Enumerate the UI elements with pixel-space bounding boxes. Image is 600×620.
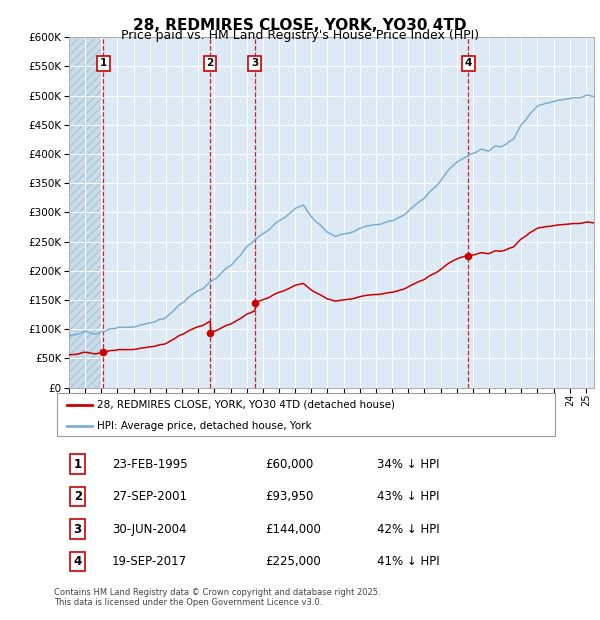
Text: Contains HM Land Registry data © Crown copyright and database right 2025.: Contains HM Land Registry data © Crown c… (54, 588, 380, 597)
Text: 34% ↓ HPI: 34% ↓ HPI (377, 458, 439, 471)
Text: 42% ↓ HPI: 42% ↓ HPI (377, 523, 439, 536)
Text: 2: 2 (206, 58, 214, 68)
Text: £225,000: £225,000 (266, 555, 322, 568)
Text: 30-JUN-2004: 30-JUN-2004 (112, 523, 187, 536)
Text: 43% ↓ HPI: 43% ↓ HPI (377, 490, 439, 503)
Text: £60,000: £60,000 (266, 458, 314, 471)
FancyBboxPatch shape (56, 393, 556, 436)
Text: 4: 4 (74, 555, 82, 568)
Text: HPI: Average price, detached house, York: HPI: Average price, detached house, York (97, 421, 311, 431)
Text: 1: 1 (100, 58, 107, 68)
Bar (69, 37, 101, 387)
Text: £144,000: £144,000 (266, 523, 322, 536)
Text: 28, REDMIRES CLOSE, YORK, YO30 4TD (detached house): 28, REDMIRES CLOSE, YORK, YO30 4TD (deta… (97, 400, 395, 410)
Text: 3: 3 (251, 58, 258, 68)
Text: 19-SEP-2017: 19-SEP-2017 (112, 555, 187, 568)
Text: Price paid vs. HM Land Registry's House Price Index (HPI): Price paid vs. HM Land Registry's House … (121, 29, 479, 42)
Text: 2: 2 (74, 490, 82, 503)
Text: 28, REDMIRES CLOSE, YORK, YO30 4TD: 28, REDMIRES CLOSE, YORK, YO30 4TD (133, 18, 467, 33)
Text: 3: 3 (74, 523, 82, 536)
Text: 23-FEB-1995: 23-FEB-1995 (112, 458, 188, 471)
Text: 27-SEP-2001: 27-SEP-2001 (112, 490, 187, 503)
Text: This data is licensed under the Open Government Licence v3.0.: This data is licensed under the Open Gov… (54, 598, 322, 607)
Text: £93,950: £93,950 (266, 490, 314, 503)
Text: 4: 4 (464, 58, 472, 68)
Text: 41% ↓ HPI: 41% ↓ HPI (377, 555, 439, 568)
Text: 1: 1 (74, 458, 82, 471)
